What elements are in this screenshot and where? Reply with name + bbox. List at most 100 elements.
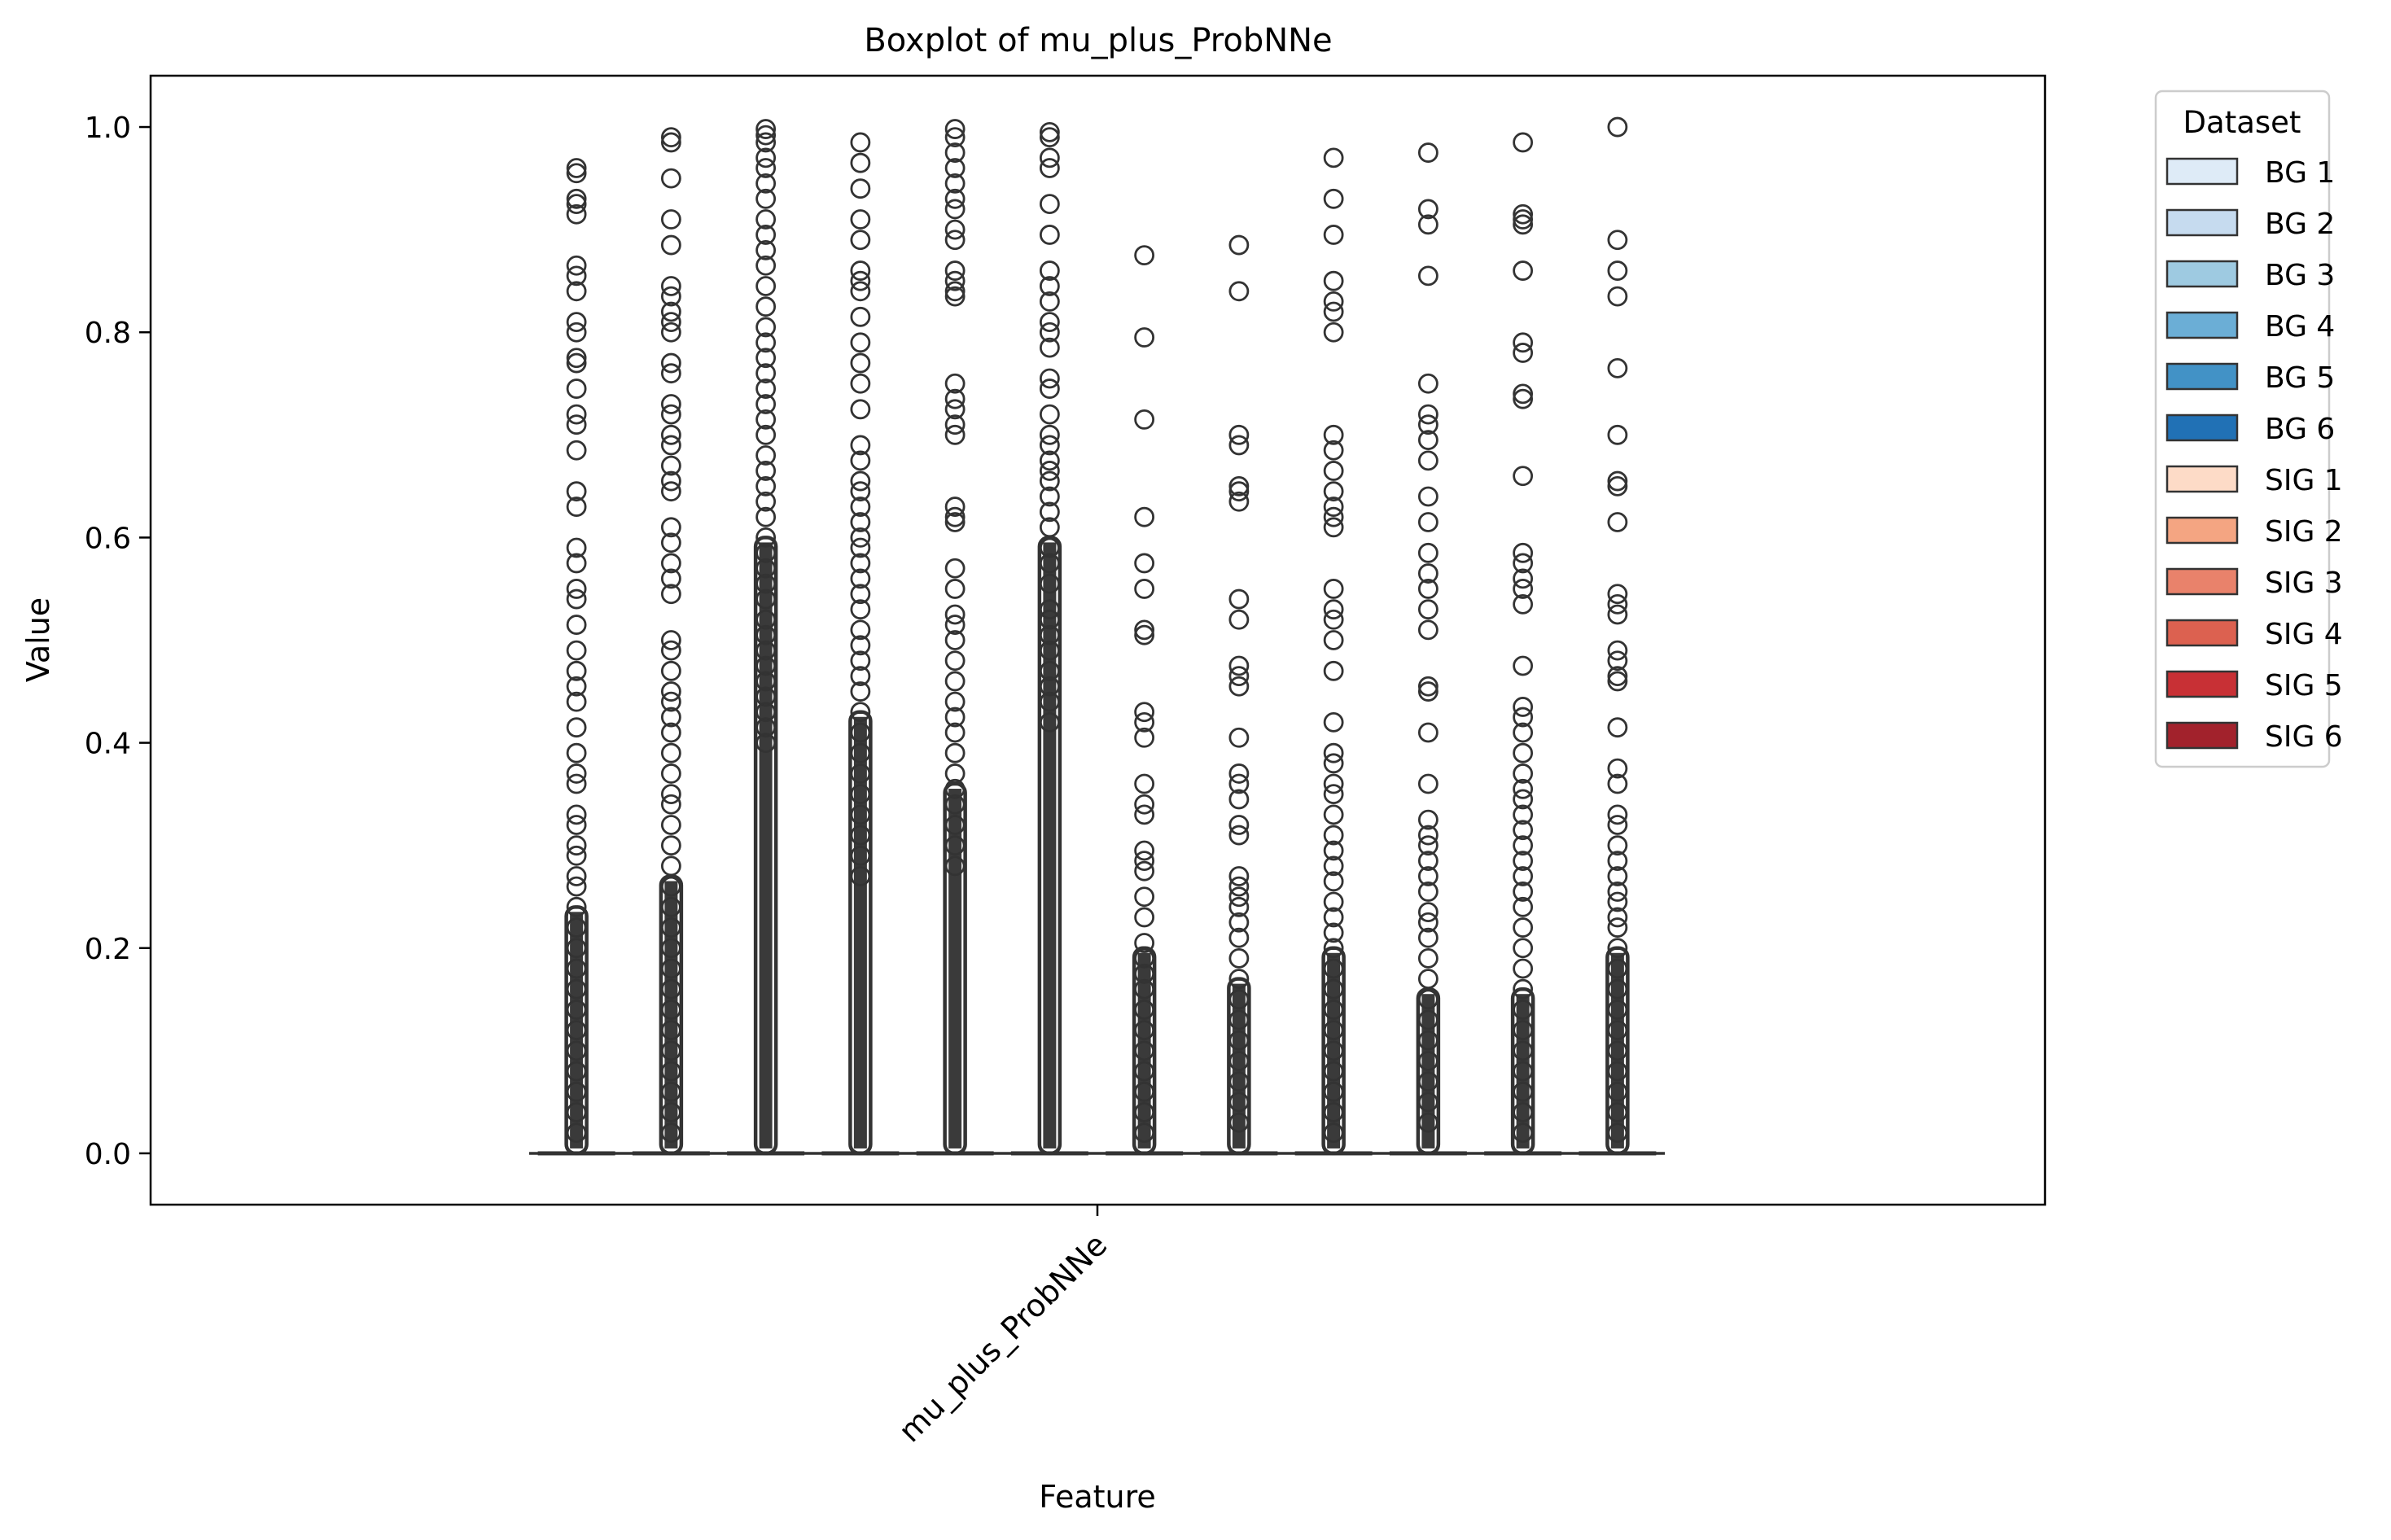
outlier-point (944, 142, 966, 163)
outlier-point (566, 265, 587, 287)
outlier-point (1039, 470, 1060, 492)
outlier-point (566, 440, 587, 461)
outlier-point (755, 424, 777, 445)
outlier-point (660, 1000, 681, 1020)
outlier-point (944, 615, 966, 635)
outlier-point (1607, 230, 1628, 251)
box-marks (529, 116, 1665, 1156)
outlier-point (660, 722, 681, 743)
outlier-point (1323, 825, 1344, 846)
outlier-point (1513, 383, 1534, 405)
outlier-point (1039, 127, 1060, 148)
outlier-point (1607, 357, 1628, 378)
outlier-point (1228, 1009, 1250, 1030)
outlier-point (1513, 1122, 1534, 1144)
outlier-point (850, 681, 871, 702)
outlier-point (1417, 450, 1439, 471)
outlier-point (1228, 969, 1250, 989)
outlier-point (1417, 809, 1439, 830)
outlier-point (1228, 655, 1250, 676)
outlier-point (566, 348, 587, 369)
outlier-point (850, 512, 871, 532)
y-tick-label: 0.4 (85, 728, 131, 761)
outlier-point (1228, 609, 1250, 630)
outlier-point (566, 281, 587, 302)
outlier-point (566, 1000, 587, 1020)
outlier-point (1417, 989, 1439, 1010)
outlier-point (1417, 430, 1439, 451)
outlier-point (1323, 291, 1344, 312)
legend-item: SIG 6 (2165, 720, 2343, 754)
outlier-point (850, 584, 871, 605)
outlier-point (660, 1102, 681, 1122)
outlier-point (1513, 568, 1534, 589)
outlier-point (1323, 188, 1344, 209)
outlier-point (1039, 260, 1060, 281)
outlier-point (1513, 697, 1534, 717)
outlier-point (1417, 947, 1439, 969)
y-tick-label: 0.6 (85, 522, 131, 555)
outlier-point (944, 691, 966, 712)
legend-item: BG 4 (2165, 310, 2335, 343)
outlier-point (1134, 1061, 1155, 1082)
outlier-point (1134, 702, 1155, 723)
outlier-point (1513, 388, 1534, 409)
outlier-point (1323, 840, 1344, 861)
outlier-point (1039, 194, 1060, 215)
outlier-point (660, 584, 681, 605)
outlier-point (1417, 927, 1439, 948)
outlier-point (1417, 1009, 1439, 1030)
outlier-point (1323, 891, 1344, 912)
plot-background (151, 76, 2045, 1205)
outlier-point (1417, 542, 1439, 563)
outlier-point (755, 527, 777, 548)
legend-item: SIG 4 (2165, 618, 2343, 651)
outlier-point (1513, 593, 1534, 615)
outlier-point (660, 168, 681, 189)
outlier-dense-fill (1043, 542, 1057, 1148)
outlier-point (1607, 907, 1628, 928)
outlier-point (850, 281, 871, 302)
legend-label: SIG 5 (2265, 669, 2343, 702)
outlier-point (944, 173, 966, 194)
outlier-point (566, 537, 587, 558)
outlier-point (1134, 1081, 1155, 1102)
outlier-point (850, 825, 871, 846)
outlier-point (1039, 676, 1060, 697)
outlier-point (1323, 517, 1344, 538)
outlier-point (1323, 506, 1344, 527)
outlier-point (566, 876, 587, 897)
outlier-point (566, 676, 587, 697)
legend-label: BG 6 (2265, 413, 2335, 446)
outlier-point (1228, 435, 1250, 456)
outlier-point (1513, 203, 1534, 225)
legend-label: SIG 1 (2265, 464, 2343, 497)
outlier-point (1417, 912, 1439, 933)
outlier-point (1513, 579, 1534, 599)
outlier-point (1039, 660, 1060, 681)
outlier-point (1134, 773, 1155, 794)
outlier-point (1417, 969, 1439, 989)
outlier-point (944, 188, 966, 209)
outlier-point (660, 127, 681, 148)
outlier-point (1323, 1000, 1344, 1020)
outlier-point (1417, 902, 1439, 923)
outlier-point (566, 188, 587, 209)
outlier-point (660, 481, 681, 502)
outlier-point (850, 568, 871, 589)
outlier-point (1513, 132, 1534, 153)
outlier-point (566, 615, 587, 635)
outlier-point (1323, 609, 1344, 630)
outlier-point (1228, 947, 1250, 969)
box-bg-1 (537, 158, 615, 1156)
outlier-point (1607, 882, 1628, 902)
outlier-point (660, 312, 681, 333)
outlier-point (1323, 424, 1344, 445)
outlier-point (1134, 1102, 1155, 1122)
outlier-point (566, 896, 587, 917)
outlier-point (1417, 414, 1439, 435)
outlier-point (1039, 461, 1060, 481)
outlier-point (660, 640, 681, 661)
outlier-point (566, 660, 587, 681)
outlier-point (566, 804, 587, 825)
